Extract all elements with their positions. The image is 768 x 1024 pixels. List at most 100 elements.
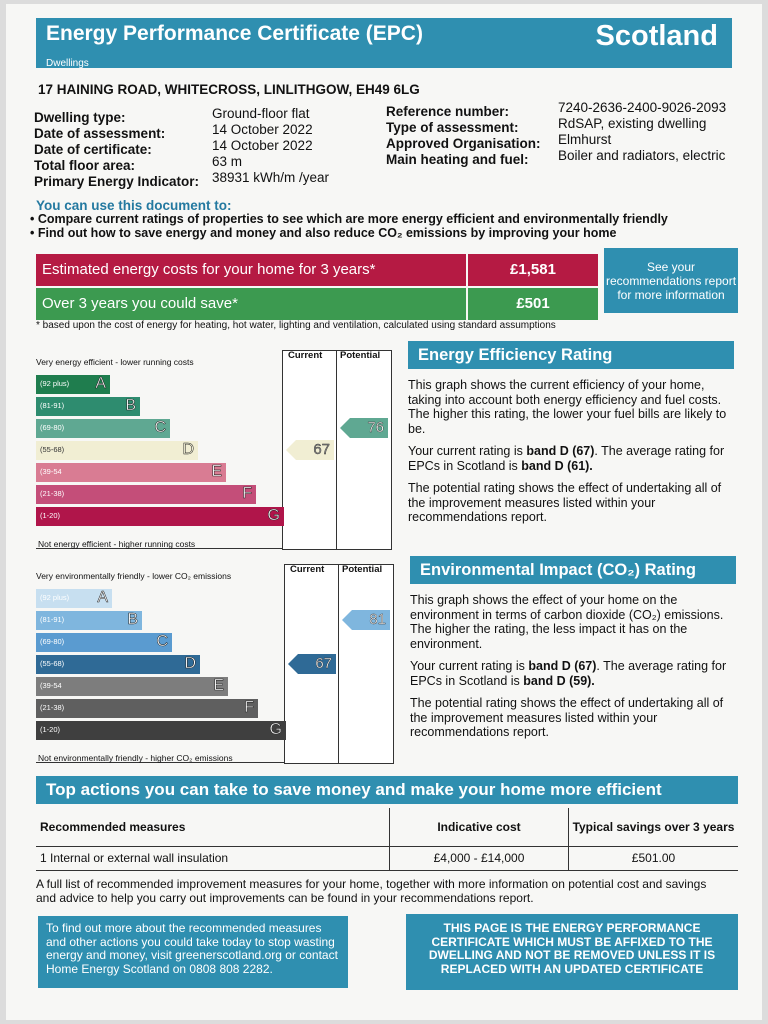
band-letter: C [154, 419, 166, 437]
rating-band-e: (39-54 E [36, 463, 226, 482]
use-bullet: • Find out how to save energy and money … [30, 226, 617, 240]
band-letter: B [125, 397, 136, 415]
rating-band-a: (92 plus) A [36, 589, 112, 608]
eir-text: This graph shows the effect of your home… [410, 593, 734, 740]
rating-band-g: (1-20) G [36, 507, 284, 526]
rating-band-a: (92 plus) A [36, 375, 110, 394]
table-row: 1 Internal or external wall insulation £… [36, 846, 738, 870]
see-recommendations-box: See your recommendations report for more… [604, 248, 738, 313]
cost-cell: £4,000 - £14,000 [389, 846, 569, 870]
band-letter: A [97, 589, 108, 607]
detail-label: Total floor area: [34, 158, 136, 173]
eir-paragraph: The potential rating shows the effect of… [410, 696, 724, 739]
band-range: (39-54 [40, 467, 62, 476]
measure-cell: 1 Internal or external wall insulation [40, 851, 229, 865]
details-right-values: 7240-2636-2400-9026-2093 RdSAP, existing… [558, 100, 726, 164]
band-letter: G [267, 507, 280, 525]
eir-potential-column [338, 564, 394, 764]
rating-band-d: (55-68) D [36, 655, 200, 674]
eir-potential-arrow: 81 [342, 610, 390, 630]
band-range: (55-68) [40, 659, 65, 668]
band-range: (92 plus) [40, 593, 70, 602]
details-left-values: Ground-floor flat 14 October 2022 14 Oct… [212, 106, 329, 186]
eir-paragraph: Your current rating is band D (67). The … [410, 659, 727, 688]
detail-value: 14 October 2022 [212, 138, 313, 153]
detail-value: Ground-floor flat [212, 106, 310, 121]
rating-band-f: (21-38) F [36, 485, 256, 504]
measures-header: Recommended measures [40, 819, 186, 834]
page-subtitle: Dwellings [46, 58, 89, 69]
eer-potential-arrow: 76 [340, 418, 388, 438]
band-letter: G [269, 721, 282, 739]
eer-paragraph: This graph shows the current efficiency … [408, 378, 727, 436]
certificate-page: Energy Performance Certificate (EPC) Dwe… [6, 4, 762, 1020]
details-left: Dwelling type: Date of assessment: Date … [34, 110, 199, 190]
measures-table: Recommended measures Indicative cost Typ… [36, 808, 738, 871]
band-letter: A [95, 375, 106, 393]
detail-label: Date of assessment: [34, 126, 166, 141]
eir-bottom-label: Not environmentally friendly - higher CO… [38, 753, 233, 763]
page-title: Energy Performance Certificate (EPC) [46, 22, 423, 45]
eir-potential-header: Potential [342, 564, 383, 575]
eer-chart: Current Potential Very energy efficient … [36, 350, 392, 550]
band-letter: D [182, 441, 194, 459]
detail-label: Primary Energy Indicator: [34, 174, 200, 189]
region-label: Scotland [595, 20, 718, 52]
rating-band-f: (21-38) F [36, 699, 258, 718]
eir-current-arrow: 67 [288, 654, 336, 674]
band-range: (69-80) [40, 423, 65, 432]
eer-top-label: Very energy efficient - lower running co… [36, 357, 194, 367]
detail-value: 63 m [212, 154, 243, 169]
eer-paragraph: The potential rating shows the effect of… [408, 481, 722, 524]
band-letter: C [156, 633, 168, 651]
rating-band-e: (39-54 E [36, 677, 228, 696]
eer-potential-header: Potential [340, 350, 381, 361]
rating-band-b: (81-91) B [36, 611, 142, 630]
header-banner: Energy Performance Certificate (EPC) Dwe… [36, 18, 732, 69]
band-letter: F [244, 699, 254, 717]
band-range: (39-54 [40, 681, 62, 690]
eer-current-header: Current [288, 350, 323, 361]
actions-title: Top actions you can take to save money a… [36, 776, 738, 804]
rating-band-d: (55-68) D [36, 441, 198, 460]
detail-label: Main heating and fuel: [386, 152, 529, 167]
band-range: (81-91) [40, 615, 65, 624]
detail-label: Date of certificate: [34, 142, 152, 157]
band-range: (21-38) [40, 703, 65, 712]
band-letter: E [211, 463, 222, 481]
footer-info-box: To find out more about the recommended m… [38, 916, 348, 988]
rating-band-g: (1-20) G [36, 721, 286, 740]
eir-paragraph: This graph shows the effect of your home… [410, 593, 724, 651]
eer-current-arrow: 67 [286, 440, 334, 460]
eir-title: Environmental Impact (CO₂) Rating [410, 556, 736, 584]
band-range: (1-20) [40, 725, 61, 734]
eer-potential-column [336, 350, 392, 550]
detail-value: 7240-2636-2400-9026-2093 [558, 100, 727, 115]
band-range: (69-80) [40, 637, 65, 646]
use-bullets: • Compare current ratings of properties … [30, 212, 668, 240]
band-letter: E [213, 677, 224, 695]
actions-note: A full list of recommended improvement m… [36, 877, 707, 905]
eer-paragraph: Your current rating is band D (67). The … [408, 444, 725, 473]
eer-text: This graph shows the current efficiency … [408, 378, 732, 525]
cost-header: Indicative cost [389, 808, 569, 846]
savings-header: Typical savings over 3 years [568, 808, 738, 846]
eir-chart: Current Potential Very environmentally f… [36, 564, 394, 764]
saving-row-value: £501 [468, 288, 598, 320]
use-bullet: • Compare current ratings of properties … [30, 212, 668, 226]
saving-cell: £501.00 [568, 846, 738, 870]
use-title: You can use this document to: [36, 198, 232, 213]
eer-bottom-label: Not energy efficient - higher running co… [38, 539, 196, 549]
band-range: (55-68) [40, 445, 65, 454]
cost-row-value: £1,581 [468, 254, 598, 286]
property-address: 17 HAINING ROAD, WHITECROSS, LINLITHGOW,… [38, 82, 420, 97]
detail-value: Elmhurst [558, 132, 612, 147]
cost-row-label: Estimated energy costs for your home for… [36, 254, 466, 286]
band-range: (1-20) [40, 511, 61, 520]
eir-top-label: Very environmentally friendly - lower CO… [36, 571, 232, 581]
detail-label: Approved Organisation: [386, 136, 541, 151]
eer-title: Energy Efficiency Rating [408, 341, 734, 369]
cost-footnote: * based upon the cost of energy for heat… [36, 320, 556, 331]
detail-value: 14 October 2022 [212, 122, 313, 137]
details-right: Reference number: Type of assessment: Ap… [386, 104, 541, 168]
